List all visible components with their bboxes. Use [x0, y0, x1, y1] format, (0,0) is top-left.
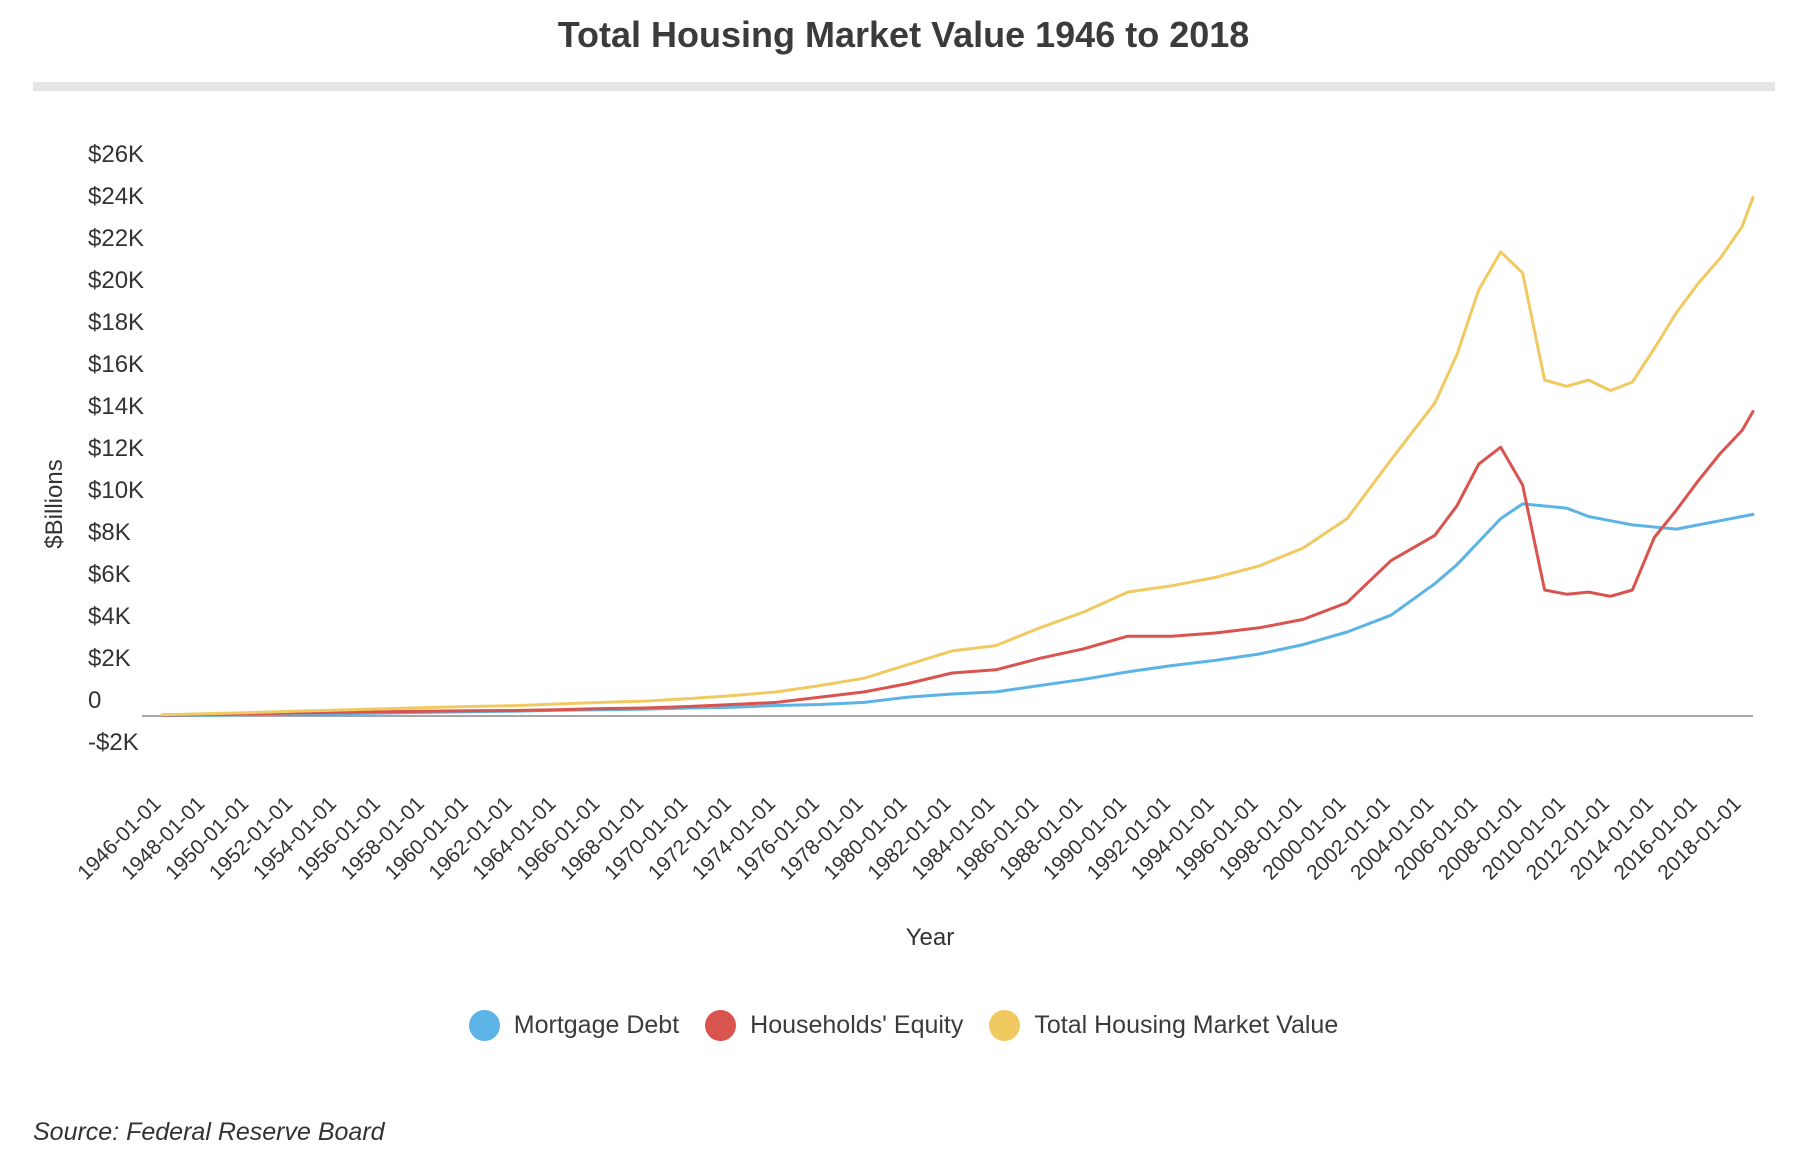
y-tick-label: $26K: [88, 141, 144, 168]
y-axis-label: $Billions: [41, 459, 68, 548]
legend-label: Mortgage Debt: [513, 1011, 680, 1039]
legend-item[interactable]: Total Housing Market Value: [989, 1010, 1338, 1041]
y-tick-label: $6K: [88, 561, 131, 588]
title-divider: [33, 82, 1775, 91]
series-lines: [160, 195, 1755, 718]
y-tick-label: $12K: [88, 435, 144, 462]
legend-item[interactable]: Mortgage Debt: [468, 1010, 680, 1041]
y-tick-label: $14K: [88, 393, 144, 420]
y-tick-label: $20K: [88, 267, 144, 294]
y-tick-label: $2K: [88, 645, 131, 672]
x-axis-ticks: 1946-01-011948-01-011950-01-011952-01-01…: [73, 792, 1745, 884]
x-axis-label: Year: [906, 924, 955, 951]
legend-label: Households' Equity: [750, 1011, 964, 1039]
y-tick-label: $8K: [88, 519, 131, 546]
y-axis-ticks: $26K $24K $22K $20K $18K $16K $14K $12K $10K $8K $…: [88, 141, 144, 756]
series-line-mortgage-debt: [160, 502, 1755, 718]
legend-label: Total Housing Market Value: [1034, 1011, 1339, 1039]
legend-item[interactable]: Households' Equity: [705, 1010, 963, 1041]
chart-legend: Mortgage Debt Households' Equity Total Hou…: [0, 1010, 1807, 1041]
y-tick-label: $4K: [88, 603, 131, 630]
legend-swatch: [468, 1010, 500, 1041]
y-tick-label: $22K: [88, 225, 144, 252]
chart-title: Total Housing Market Value 1946 to 2018: [557, 14, 1250, 55]
series-line-total-housing-market-value: [160, 195, 1755, 717]
y-tick-label: -$2K: [88, 729, 139, 756]
y-tick-label: $24K: [88, 183, 144, 210]
y-tick-label: $18K: [88, 309, 144, 336]
y-tick-label: $10K: [88, 477, 144, 504]
legend-swatch: [989, 1010, 1021, 1041]
line-chart: $26K $24K $22K $20K $18K $16K $14K $12K $10K $8K $…: [41, 141, 1755, 951]
series-line-households-equity: [160, 410, 1755, 717]
legend-swatch: [705, 1010, 737, 1041]
y-tick-label: $16K: [88, 351, 144, 378]
source-note: Source: Federal Reserve Board: [33, 1118, 385, 1146]
y-tick-label: 0: [88, 687, 101, 714]
